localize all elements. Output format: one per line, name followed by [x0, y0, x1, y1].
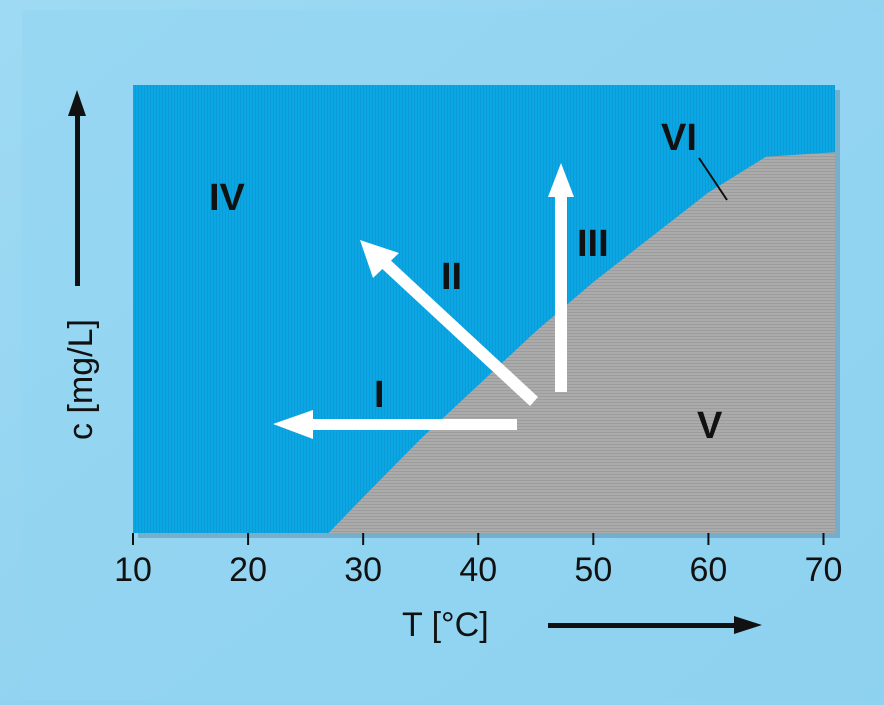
x-axis-label: T [°C] [402, 606, 489, 644]
region-label-v: V [697, 405, 723, 447]
curve-label-vi: VI [661, 117, 697, 159]
curve-label-leader [698, 157, 728, 201]
arrow-ii [360, 240, 538, 406]
x-tick-label: 60 [689, 551, 727, 589]
x-axis-arrow [548, 616, 762, 634]
x-tick-label: 10 [114, 551, 152, 589]
x-tick-label: 20 [229, 551, 267, 589]
y-axis-arrow [68, 90, 86, 286]
x-tick-label: 40 [459, 551, 497, 589]
x-tick-label: 50 [574, 551, 612, 589]
region-v-area [328, 152, 835, 533]
arrow-i [273, 410, 517, 439]
y-axis-label: c [mg/L] [62, 319, 100, 440]
arrow-iii [548, 163, 574, 392]
x-tick-label: 30 [344, 551, 382, 589]
arrow-label-iii: III [577, 223, 609, 265]
x-axis-ticks: 10 20 30 40 50 60 70 [114, 533, 842, 589]
arrow-label-i: I [374, 374, 385, 416]
arrow-label-ii: II [441, 256, 462, 298]
x-tick-label: 70 [805, 551, 843, 589]
region-label-iv: IV [209, 177, 246, 219]
